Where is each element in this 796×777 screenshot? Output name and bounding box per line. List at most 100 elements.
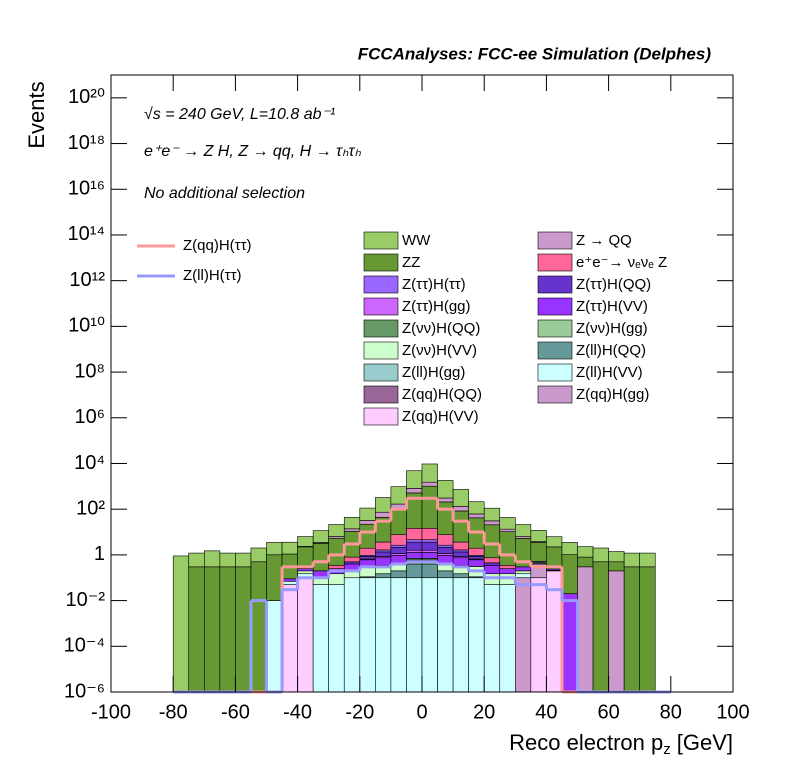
- bar-segment: [546, 537, 562, 547]
- bar-segment: [609, 552, 625, 562]
- bar-segment: [422, 578, 438, 692]
- bar-segment: [391, 508, 407, 534]
- y-tick-label: 10⁻⁴: [64, 635, 105, 657]
- x-tick-label: 0: [416, 701, 427, 723]
- bar-segment: [422, 486, 438, 528]
- bar-segment: [562, 555, 578, 594]
- x-tick-label: 100: [716, 701, 749, 723]
- bar-segment: [453, 552, 469, 557]
- bar-segment: [360, 578, 376, 692]
- bar-segment: [593, 548, 609, 562]
- bar-segment: [422, 552, 438, 558]
- bar-segment: [453, 506, 469, 511]
- x-tick-label: -40: [283, 701, 312, 723]
- bar-segment: [406, 564, 422, 578]
- bar-segment: [406, 552, 422, 558]
- bar-segment: [609, 562, 625, 571]
- bar-segment: [391, 545, 407, 547]
- bar-segment: [531, 530, 547, 541]
- bar-segment: [298, 571, 314, 574]
- bar-segment: [453, 558, 469, 566]
- process-text: e⁺e⁻ → Z H, Z → qq, H → τₕτₕ: [144, 143, 361, 160]
- bar-segment: [593, 562, 609, 692]
- bar-segment: [469, 556, 485, 559]
- bar-segment: [251, 562, 267, 692]
- bar-segment: [375, 578, 391, 692]
- legend-label: Z(qq)H(ττ): [183, 237, 252, 254]
- bar-segment: [391, 487, 407, 504]
- x-tick-label: 60: [597, 701, 619, 723]
- bar-segment: [515, 578, 531, 692]
- energy-text: √s = 240 GeV, L=10.8 ab⁻¹: [144, 106, 335, 123]
- bar-segment: [422, 564, 438, 578]
- bar-segment: [500, 585, 516, 692]
- bar-segment: [422, 528, 438, 539]
- bar-segment: [500, 529, 516, 532]
- bar-segment: [391, 578, 407, 692]
- bar-segment: [391, 535, 407, 546]
- legend-swatch: [538, 320, 572, 337]
- y-tick-label: 10²⁰: [68, 86, 105, 108]
- bar-segment: [453, 542, 469, 550]
- bar-segment: [189, 567, 205, 692]
- bar-segment: [438, 498, 454, 502]
- legend-swatch: [364, 408, 398, 425]
- bar-segment: [204, 567, 220, 692]
- bar-segment: [375, 574, 391, 578]
- bar-segment: [173, 556, 189, 692]
- y-tick-label: 10⁻²: [66, 589, 106, 611]
- y-tick-label: 10⁴: [74, 452, 105, 474]
- bar-segment: [282, 585, 298, 692]
- bar-segment: [235, 567, 251, 692]
- bar-segment: [282, 579, 298, 581]
- bar-segment: [344, 562, 360, 564]
- bar-segment: [453, 574, 469, 578]
- legend-label: Z(ll)H(QQ): [576, 342, 646, 359]
- legend-swatch: [538, 386, 572, 403]
- legend-swatch: [364, 232, 398, 249]
- bar-segment: [515, 525, 531, 537]
- bar-segment: [298, 569, 314, 571]
- legend-swatch: [538, 232, 572, 249]
- bar-segment: [329, 565, 345, 568]
- bar-segment: [235, 553, 251, 567]
- x-label-main: Reco electron p: [509, 730, 663, 755]
- bar-segment: [313, 585, 329, 692]
- bar-segment: [406, 488, 422, 493]
- bar-segment: [267, 555, 283, 601]
- legend-label: Z(ττ)H(gg): [402, 298, 471, 315]
- bar-segment: [360, 524, 376, 548]
- legend-label: Z(νν)H(QQ): [402, 320, 480, 337]
- bar-segment: [220, 553, 236, 567]
- bar-segment: [500, 565, 516, 568]
- x-tick-label: 20: [473, 701, 495, 723]
- bar-segment: [438, 578, 454, 692]
- bar-segment: [453, 489, 469, 506]
- bar-segment: [469, 578, 485, 692]
- legend-label: e⁺e⁻→ νₑνₑ Z: [576, 254, 667, 271]
- bar-segment: [360, 556, 376, 559]
- bar-segment: [375, 542, 391, 550]
- legend-swatch: [538, 298, 572, 315]
- y-tick-label: 10²: [76, 497, 105, 519]
- bar-segment: [298, 537, 314, 547]
- legend-swatch: [538, 342, 572, 359]
- y-tick-label: 10¹⁴: [68, 223, 106, 245]
- y-tick-label: 10¹⁶: [68, 178, 105, 200]
- bar-segment: [515, 567, 531, 571]
- bar-segment: [344, 517, 360, 528]
- y-axis-label: Events: [24, 81, 49, 148]
- bar-segment: [391, 555, 407, 562]
- legend-swatch: [538, 276, 572, 293]
- bar-segment: [438, 545, 454, 547]
- bar-segment: [329, 538, 345, 565]
- bar-segment: [360, 521, 376, 525]
- bar-segment: [515, 574, 531, 578]
- y-tick-label: 10⁶: [75, 406, 105, 428]
- bar-segment: [609, 571, 625, 692]
- bar-segment: [189, 553, 205, 567]
- x-label-unit: [GeV]: [677, 730, 733, 755]
- x-tick-label: -60: [221, 701, 250, 723]
- bar-segment: [562, 542, 578, 554]
